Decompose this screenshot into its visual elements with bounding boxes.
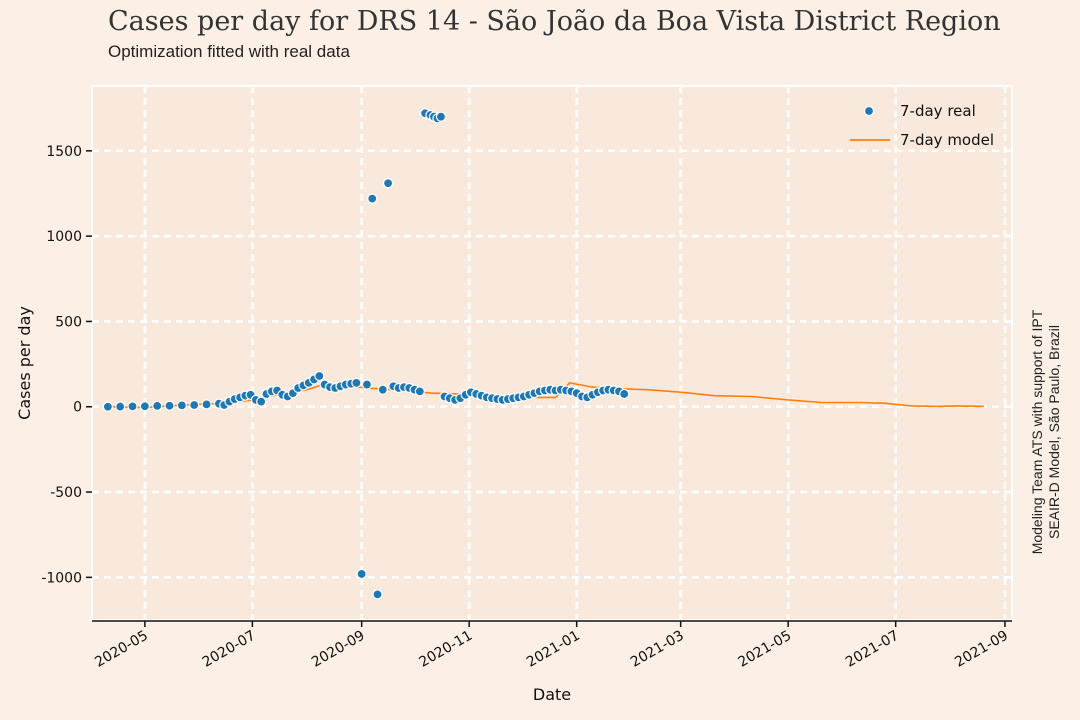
data-point	[115, 401, 126, 412]
data-point	[619, 388, 630, 400]
x-tick-label: 2020-07	[200, 628, 259, 671]
x-tick-label: 2020-09	[309, 628, 368, 671]
x-tick-label: 2021-05	[736, 628, 795, 671]
data-point	[382, 178, 394, 189]
y-tick-label: -500	[50, 485, 82, 501]
y-axis-label: Cases per day	[15, 306, 34, 420]
x-axis-label: Date	[533, 685, 571, 704]
data-point	[314, 370, 325, 382]
y-tick-label: 0	[73, 400, 82, 416]
data-point	[127, 401, 138, 412]
x-tick-label: 2021-09	[952, 628, 1011, 671]
x-tick-label: 2021-03	[628, 628, 687, 671]
data-point	[102, 401, 113, 412]
data-point	[201, 399, 212, 410]
y-tick-label: -1000	[41, 570, 82, 586]
data-point	[367, 193, 378, 204]
x-tick-label: 2021-01	[524, 628, 583, 671]
data-point	[351, 377, 362, 388]
data-point	[139, 401, 150, 412]
data-point	[377, 384, 388, 395]
legend-label-model: 7-day model	[900, 131, 994, 149]
data-point	[256, 396, 267, 407]
x-ticks: 2020-05 2020-07 2020-09 2020-11 2021-01 2021-…	[92, 621, 1011, 671]
legend-marker-real	[863, 105, 875, 117]
data-point	[356, 568, 367, 580]
data-point	[189, 399, 200, 411]
data-point	[414, 386, 425, 397]
data-point	[152, 400, 163, 411]
chart-title: Cases per day for DRS 14 - São João da B…	[108, 6, 1001, 37]
legend-label-real: 7-day real	[900, 102, 976, 120]
y-tick-label: 1500	[46, 144, 82, 160]
data-point	[176, 400, 187, 411]
plot-area	[91, 85, 1013, 621]
series-points-7-day-real	[102, 108, 630, 600]
x-tick-label: 2021-07	[843, 628, 902, 671]
data-point	[372, 589, 383, 600]
x-tick-label: 2020-05	[92, 628, 151, 671]
y-ticks: -1000 -500 0 500 1000 1500	[41, 144, 92, 586]
chart-subtitle: Optimization fitted with real data	[108, 42, 350, 61]
legend: 7-day real 7-day model	[850, 102, 994, 149]
x-tick-label: 2020-11	[417, 628, 476, 671]
data-point	[164, 400, 175, 411]
data-point	[361, 379, 373, 390]
grid-lines	[92, 86, 1012, 620]
y-tick-label: 500	[55, 314, 82, 330]
y-tick-label: 1000	[46, 229, 82, 245]
data-point	[435, 111, 447, 122]
